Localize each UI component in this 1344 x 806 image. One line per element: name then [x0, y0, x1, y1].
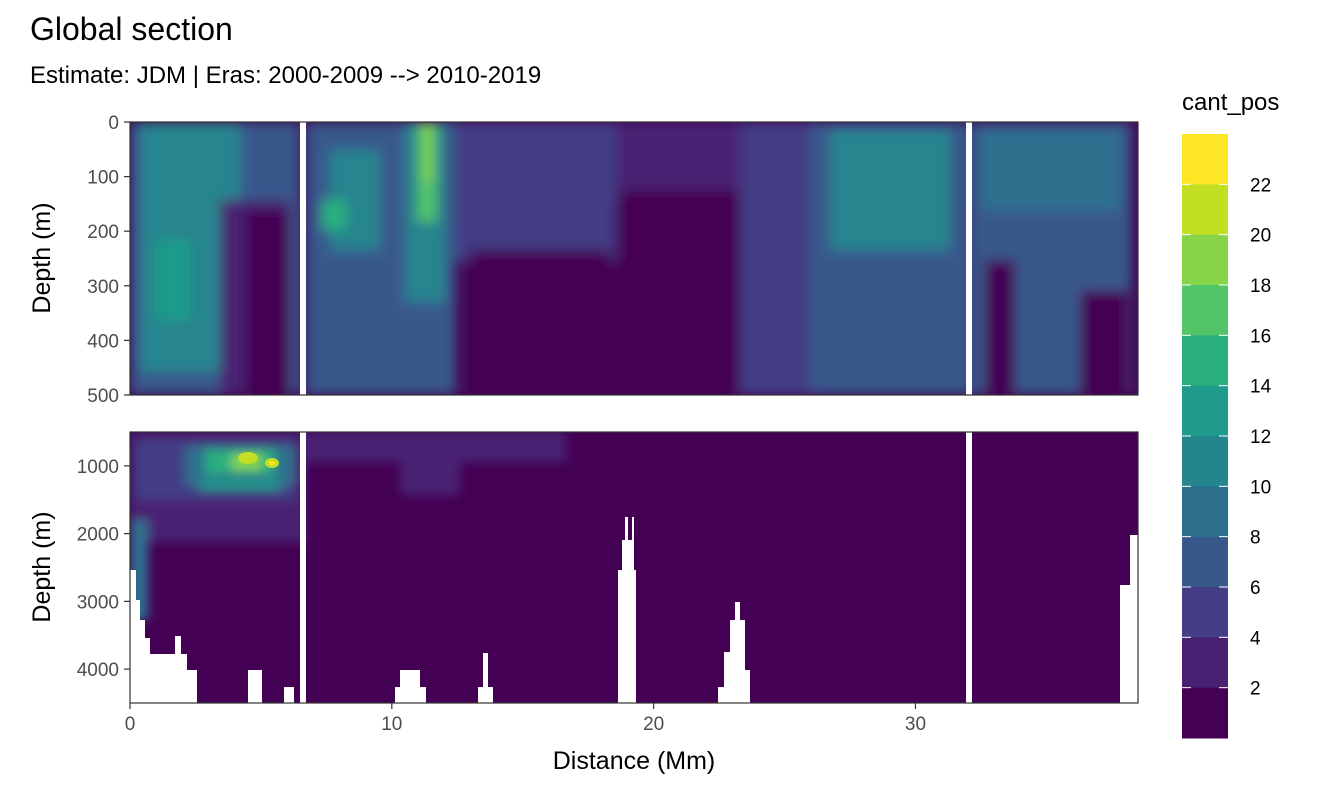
legend-label: 16: [1250, 326, 1271, 347]
field-patch: [470, 250, 610, 395]
y-tick-label: 400: [87, 331, 119, 352]
panel-top-border: [129, 121, 1139, 396]
field-patch: [424, 122, 432, 182]
gap-band: [966, 122, 972, 395]
seafloor-block: [248, 670, 262, 703]
chart-title: Global section: [30, 11, 233, 47]
field-hotspot: [269, 461, 275, 465]
legend-color-swatch: [1182, 385, 1228, 437]
field-patch: [400, 450, 460, 495]
legend-label: 4: [1250, 628, 1261, 649]
chart-subtitle: Estimate: JDM | Eras: 2000-2009 --> 2010…: [30, 62, 541, 89]
legend-color-swatch: [1182, 134, 1228, 185]
y-tick-label: 1000: [77, 457, 119, 478]
seafloor-ridge: [395, 670, 426, 703]
y-tick-label: 4000: [77, 660, 119, 681]
x-tick-label: 10: [381, 714, 402, 735]
legend-color-swatch: [1182, 234, 1228, 286]
field-patch: [245, 210, 290, 395]
x-tick-label: 0: [125, 714, 136, 735]
field-patch: [985, 260, 1015, 395]
field-patch: [620, 190, 740, 395]
y-axis-title-top: Depth (m): [28, 202, 56, 313]
seafloor-mask: [130, 517, 1138, 703]
legend-label: 18: [1250, 276, 1271, 297]
legend: cant_pos 22 20 18 16 14 12 10 8 6 4 2: [1182, 89, 1279, 739]
legend-color-swatch: [1182, 687, 1228, 739]
y-axis-bottom: 1000 2000 3000 4000: [77, 457, 130, 681]
legend-label: 6: [1250, 578, 1261, 599]
x-tick-label: 20: [643, 714, 664, 735]
legend-label: 20: [1250, 226, 1271, 247]
panel-top-field: [130, 122, 1132, 395]
field-patch: [830, 130, 950, 250]
legend-label: 10: [1250, 477, 1271, 498]
legend-color-swatch: [1182, 335, 1228, 387]
field-hotspot: [238, 452, 258, 464]
x-axis: 0 10 20 30: [125, 703, 926, 735]
legend-color-swatch: [1182, 536, 1228, 588]
field-patch: [200, 480, 280, 490]
field-patch: [1080, 290, 1130, 395]
panel-top: 0 100 200 300 400 500 Depth (m): [28, 113, 1139, 407]
field-patch: [980, 130, 1120, 210]
legend-label: 12: [1250, 427, 1271, 448]
legend-color-swatch: [1182, 587, 1228, 638]
x-axis-title: Distance (Mm): [553, 747, 716, 775]
y-tick-label: 0: [108, 113, 119, 134]
gap-band: [300, 122, 306, 395]
legend-label: 14: [1250, 377, 1272, 398]
gap-band: [966, 432, 972, 703]
seafloor-ridge: [478, 653, 493, 703]
legend-colorbar: 22 20 18 16 14 12 10 8 6 4 2: [1182, 134, 1272, 739]
x-tick-label: 30: [905, 714, 926, 735]
seafloor-ridge: [718, 602, 750, 703]
y-tick-label: 200: [87, 222, 119, 243]
field-patch: [322, 200, 346, 230]
y-axis-title-bottom: Depth (m): [28, 511, 56, 622]
panel-bottom: 1000 2000 3000 4000 Depth (m): [28, 431, 1139, 704]
seafloor-ridge: [618, 517, 636, 703]
legend-color-swatch: [1182, 637, 1228, 689]
y-tick-label: 2000: [77, 525, 119, 546]
panel-bottom-border: [129, 431, 1139, 704]
legend-color-swatch: [1182, 486, 1228, 538]
seafloor-left: [130, 570, 197, 703]
y-tick-label: 500: [87, 386, 119, 407]
legend-label: 8: [1250, 528, 1261, 549]
legend-color-swatch: [1182, 436, 1228, 487]
legend-title: cant_pos: [1182, 89, 1279, 116]
seafloor-right: [1120, 535, 1138, 703]
gap-band: [300, 432, 306, 703]
legend-label: 2: [1250, 679, 1261, 700]
legend-color-swatch: [1182, 285, 1228, 336]
legend-label: 22: [1250, 175, 1271, 196]
seafloor-block: [284, 687, 294, 703]
y-tick-label: 3000: [77, 592, 119, 613]
field-patch: [155, 240, 190, 320]
y-tick-label: 100: [87, 168, 119, 189]
y-axis-top: 0 100 200 300 400 500: [87, 113, 130, 407]
y-tick-label: 300: [87, 277, 119, 298]
field-patch: [456, 122, 616, 262]
legend-color-swatch: [1182, 184, 1228, 236]
